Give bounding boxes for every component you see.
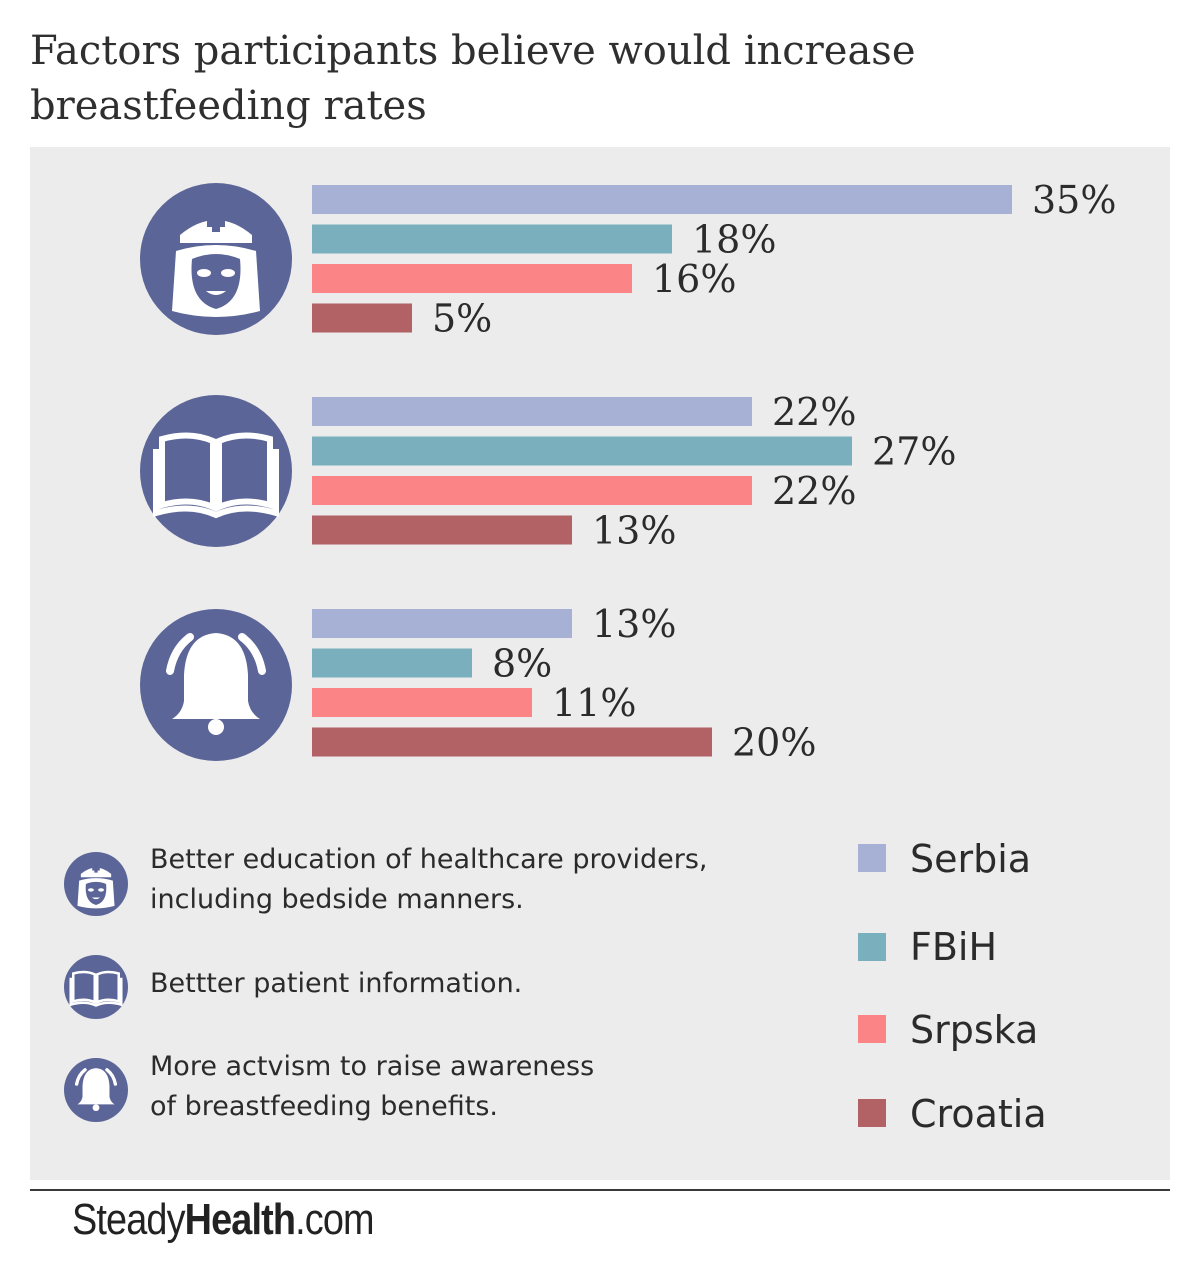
legend-swatch-srpska [858,1015,886,1043]
brand-logo-suffix: .com [295,1195,374,1244]
footer-divider [30,1189,1170,1191]
legend-swatch-serbia [858,844,886,872]
brand-logo-part: Steady [72,1195,186,1244]
bar-value-label: 22% [772,390,856,434]
legend-desc-information: Bettter patient information. [150,964,522,1004]
bar-fbih-3 [312,648,472,678]
legend-nurse-icon [64,852,128,921]
bar-srpska-1 [312,264,632,293]
bar-value-label: 13% [592,509,676,553]
bar-fbih-2 [312,436,852,466]
bar-value-label: 20% [732,721,816,765]
bar-value-label: 8% [492,642,552,686]
legend-bell-icon [64,1058,128,1127]
chart-title: Factors participants believe would incre… [30,28,916,129]
legend-desc-line: More actvism to raise awareness [150,1051,595,1082]
legend-swatch-croatia [858,1099,886,1127]
bar-croatia-3 [312,727,712,757]
legend-series-serbia: Serbia [910,837,1032,881]
bar-value-label: 18% [692,218,776,262]
bar-chart: 35% 18%16% 5% 22% 27% 22% 13% 13% 8%11% 20% [140,178,1116,765]
bar-serbia-3 [312,609,572,638]
chart-panel: 35% 18% 16% 5% 22% 27% 22% 13% 13% 8% 11% 20% Bet… [30,147,1170,1180]
bar-croatia-2 [312,515,572,545]
bar-srpska-2 [312,476,752,505]
legend-desc-line: Bettter patient information. [150,968,523,999]
legend-swatch-fbih [858,933,886,961]
bell-icon [140,609,292,761]
bar-value-label: 13% [592,602,676,646]
legend-desc-education: Better education of healthcare providers… [150,840,707,920]
bar-value-label: 35% [1032,178,1116,222]
legend-desc-line: of breastfeeding benefits. [150,1091,498,1122]
book-icon [140,395,292,547]
legend-series-srpska: Srpska [910,1008,1039,1052]
legend-book-icon [64,955,128,1024]
legend-series-fbih: FBiH [910,925,998,969]
bar-value-label: 11% [552,681,636,725]
legend-desc-line: Better education of healthcare providers… [150,844,708,875]
bar-value-label: 27% [872,430,956,474]
bar-value-label: 16% [652,257,736,301]
bar-srpska-3 [312,688,532,717]
bar-value-label: 22% [772,469,856,513]
brand-logo-bold: Health [184,1195,296,1244]
bar-serbia-1 [312,185,1012,214]
nurse-icon [140,183,292,335]
brand-logo: SteadyHealth.com [72,1195,375,1245]
legend-series-croatia: Croatia [910,1092,1047,1136]
bar-value-label: 5% [432,297,492,341]
legend-desc-line: including bedside manners. [150,884,524,915]
bar-croatia-1 [312,303,412,333]
bar-fbih-1 [312,224,672,254]
legend-desc-activism: More actvism to raise awareness of breas… [150,1047,594,1127]
bar-serbia-2 [312,397,752,426]
